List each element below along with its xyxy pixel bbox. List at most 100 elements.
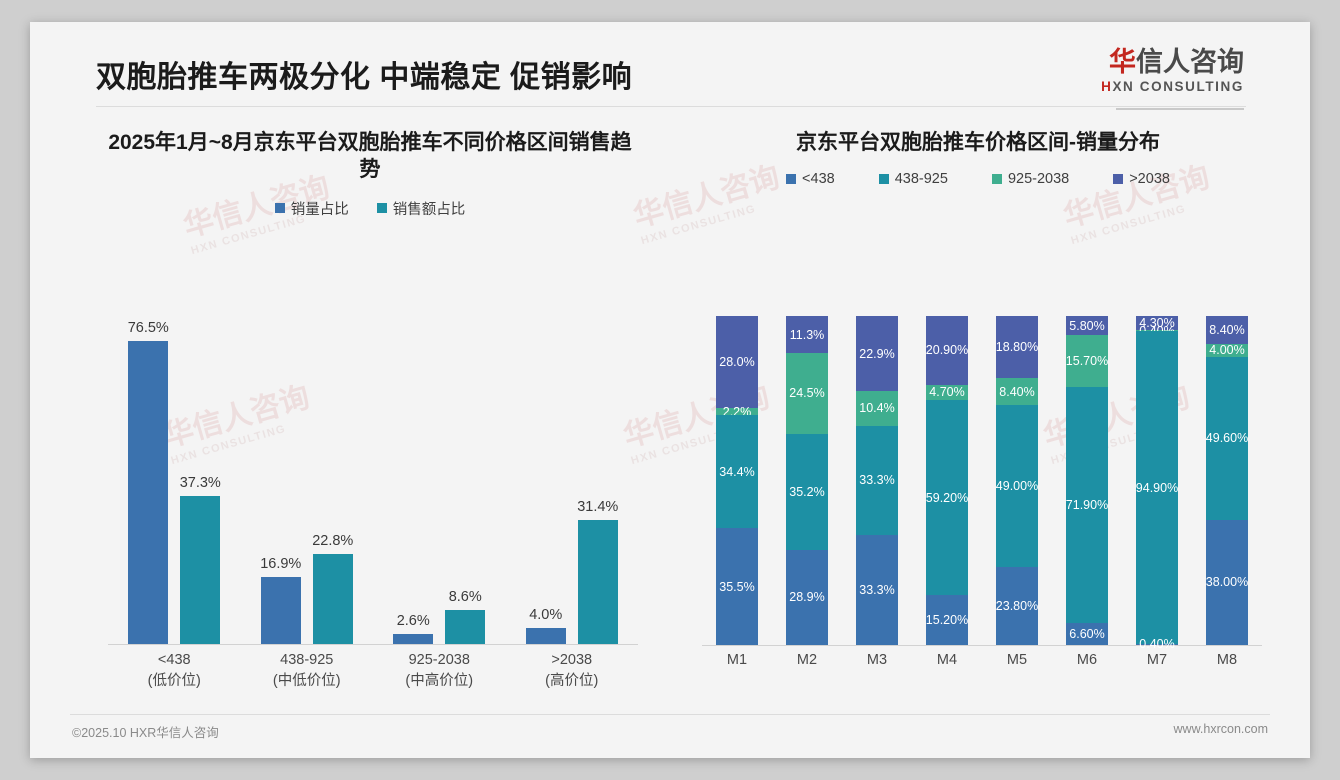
page-title: 双胞胎推车两极分化 中端稳定 促销影响	[96, 61, 633, 94]
segment-value-label: 33.3%	[859, 582, 895, 597]
legend-item[interactable]: 925-2038	[991, 171, 1069, 187]
stacked-bar-segment[interactable]: 33.3%	[856, 425, 898, 536]
segment-value-label: 38.00%	[1205, 575, 1249, 590]
segment-value-label: 11.3%	[789, 327, 825, 342]
stacked-bar-column[interactable]: 4.30%0.40%94.90%0.40%	[1136, 316, 1178, 651]
stacked-bar-segment[interactable]: 38.00%	[1205, 519, 1249, 645]
stacked-bar-segment[interactable]: 18.80%	[996, 316, 1038, 378]
bar-rect[interactable]	[180, 496, 221, 644]
stacked-bar-segment[interactable]: 59.20%	[926, 400, 968, 595]
x-axis-tick: 438-925 (中低价位)	[253, 650, 361, 692]
stacked-bar-segment[interactable]: 20.90%	[926, 316, 968, 385]
stacked-bar-segment[interactable]: 35.2%	[786, 433, 828, 550]
x-tick-main: 925-2038	[408, 652, 470, 668]
logo-underline	[1116, 108, 1244, 110]
stacked-bar-segment[interactable]: 33.3%	[856, 535, 898, 645]
segment-value-label: 22.9%	[859, 346, 895, 361]
stacked-bar-column[interactable]: 28.0% 2.2% 34.4% 35.5%	[716, 316, 758, 645]
bar-column[interactable]: 8.6%	[445, 300, 486, 644]
stacked-bar-column[interactable]: 11.3% 24.5% 35.2% 28.9%	[786, 316, 828, 645]
bar-rect[interactable]	[393, 633, 434, 644]
legend-item[interactable]: 438-925	[878, 170, 948, 187]
stacked-bar-segment[interactable]: 15.20%	[926, 594, 968, 645]
stacked-bar-segment[interactable]: 10.4%	[856, 391, 898, 426]
grouped-bar-groups: 76.5% 37.3% 16.9% 22.8% 2.6% 8.6% 4.0% 31.4%	[108, 300, 638, 644]
stacked-bar-segment[interactable]: 4.00%	[1206, 343, 1248, 357]
bar-column[interactable]: 2.6%	[393, 300, 434, 644]
stacked-bar-segment[interactable]: 0.40%	[1136, 637, 1178, 651]
stacked-bar-segment[interactable]: 28.9%	[786, 549, 828, 645]
legend-item[interactable]: 销售额占比	[376, 198, 466, 219]
x-axis-tick: M2	[796, 652, 818, 668]
bar-column[interactable]: 4.0%	[525, 300, 566, 644]
segment-value-label: 8.40%	[999, 384, 1035, 399]
chart-panel-right: 京东平台双胞胎推车价格区间-销量分布 <438 438-925 925-2038 >2…	[678, 130, 1278, 690]
legend-item[interactable]: >2038	[1113, 171, 1170, 187]
bar-value-label: 4.0%	[529, 607, 563, 624]
stacked-bar-segment[interactable]: 71.90%	[1066, 386, 1108, 624]
stacked-bar-segment[interactable]: 49.60%	[1206, 356, 1248, 520]
legend-label: 销量占比	[290, 201, 349, 218]
logo-chinese: 华信人咨询	[1101, 48, 1244, 76]
stacked-bar-segment[interactable]: 11.3%	[786, 316, 828, 354]
footer-website[interactable]: www.hxrcon.com	[1173, 722, 1268, 736]
stacked-bar-column[interactable]: 18.80% 8.40% 49.00% 23.80%	[996, 316, 1038, 645]
x-axis-line	[702, 645, 1262, 646]
x-axis-tick: M8	[1216, 652, 1238, 668]
bar-rect[interactable]	[525, 628, 566, 644]
grouped-bar-plot: 76.5% 37.3% 16.9% 22.8% 2.6% 8.6% 4.0% 31.4%	[108, 300, 638, 645]
slide-header: 双胞胎推车两极分化 中端稳定 促销影响 华信人咨询 HXN CONSULTING	[30, 22, 1310, 122]
logo-en-red: H	[1101, 79, 1113, 95]
x-axis-tick: >2038 (高价位)	[518, 650, 626, 692]
stacked-bar-segment[interactable]: 8.40%	[996, 377, 1038, 406]
segment-value-label: 35.2%	[789, 484, 825, 499]
header-divider	[96, 106, 1246, 107]
stacked-bar-column[interactable]: 22.9% 10.4% 33.3% 33.3%	[856, 316, 898, 645]
segment-value-label: 6.60%	[1069, 627, 1105, 642]
bar-rect[interactable]	[445, 609, 486, 644]
stacked-bar-segment[interactable]: 28.0%	[716, 316, 758, 409]
stacked-bar-segment[interactable]: 5.80%	[1066, 316, 1108, 336]
bar-value-label: 76.5%	[127, 319, 169, 336]
stacked-bar-segment[interactable]: 94.90%	[1136, 331, 1178, 644]
bar-column[interactable]: 22.8%	[312, 300, 354, 644]
bar-rect[interactable]	[128, 340, 169, 644]
legend-label: <438	[802, 170, 835, 187]
legend-label: 438-925	[894, 170, 948, 187]
stacked-bar-plot: 28.0% 2.2% 34.4% 35.5% 11.3% 24.5% 35.2% 28.9% 2…	[702, 316, 1262, 651]
legend-item[interactable]: <438	[786, 171, 835, 187]
legend-item[interactable]: 销量占比	[274, 198, 349, 219]
stacked-bar-segment[interactable]: 6.60%	[1066, 623, 1108, 645]
x-axis-labels-right: M1 M2 M3 M4 M5 M6 M7 M8	[702, 652, 1262, 668]
bar-column[interactable]: 37.3%	[179, 300, 221, 644]
stacked-bar-segment[interactable]: 34.4%	[716, 415, 758, 529]
stacked-bar-segment[interactable]: 15.70%	[1066, 335, 1108, 387]
bar-value-label: 37.3%	[179, 475, 221, 492]
stacked-bar-segment[interactable]: 4.70%	[926, 384, 968, 401]
stacked-bar-segment[interactable]: 4.30%	[1136, 316, 1178, 331]
bar-rect[interactable]	[312, 553, 353, 644]
stacked-bar-column[interactable]: 8.40% 4.00% 49.60% 38.00%	[1206, 316, 1248, 645]
stacked-bar-segment[interactable]: 8.40%	[1206, 316, 1248, 344]
x-axis-tick: M6	[1076, 652, 1098, 668]
bar-value-label: 22.8%	[312, 532, 354, 549]
stacked-bar-segment[interactable]: 22.9%	[856, 316, 898, 392]
segment-value-label: 18.80%	[995, 339, 1039, 354]
legend-label: 销售额占比	[392, 201, 466, 218]
bar-column[interactable]: 16.9%	[260, 300, 301, 644]
legend-left: 销量占比 销售额占比	[70, 198, 670, 219]
stacked-bar-segment[interactable]: 24.5%	[786, 353, 828, 434]
bar-rect[interactable]	[577, 519, 618, 644]
bar-rect[interactable]	[260, 577, 301, 644]
bar-group: 76.5% 37.3%	[120, 300, 228, 644]
stacked-bar-segment[interactable]: 49.00%	[996, 405, 1038, 567]
stacked-bar-column[interactable]: 5.80% 15.70% 71.90% 6.60%	[1066, 316, 1108, 645]
stacked-bar-segment[interactable]: 2.2%	[716, 405, 758, 419]
x-tick-main: 438-925	[280, 652, 334, 668]
bar-column[interactable]: 76.5%	[127, 300, 169, 644]
stacked-bar-column[interactable]: 20.90% 4.70% 59.20% 15.20%	[926, 316, 968, 645]
stacked-bar-segment[interactable]: 35.5%	[716, 528, 758, 645]
bar-column[interactable]: 31.4%	[577, 300, 618, 644]
stacked-bar-segment[interactable]: 23.80%	[996, 566, 1038, 645]
x-tick-sub: (低价位)	[147, 673, 201, 690]
